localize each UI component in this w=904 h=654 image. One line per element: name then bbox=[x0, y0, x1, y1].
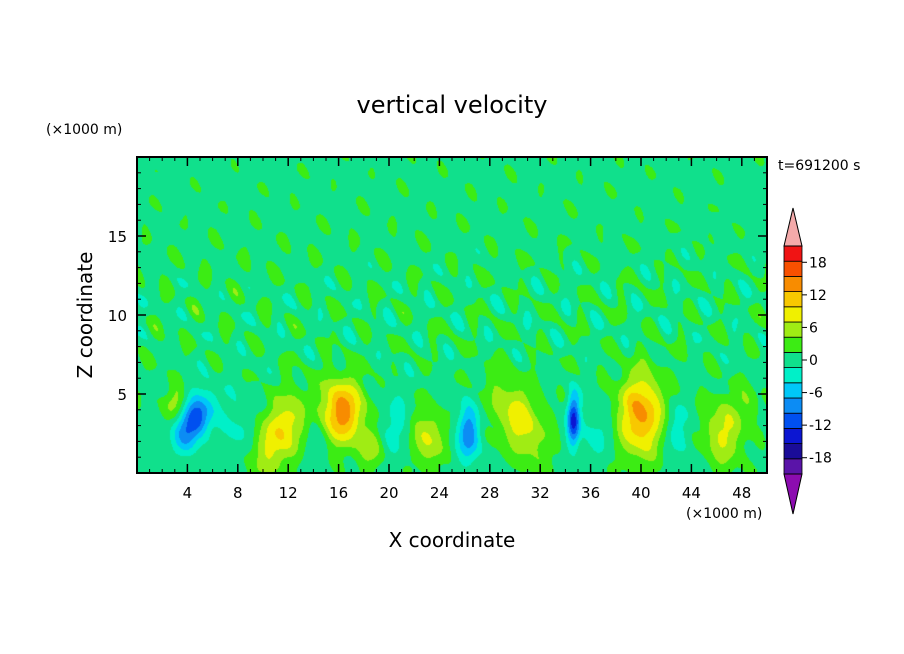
y-axis-label: Z coordinate bbox=[73, 252, 97, 379]
colorbar-segment bbox=[783, 260, 803, 277]
y-axis-ticks: 5 10 15 bbox=[108, 172, 767, 458]
colorbar-segment bbox=[783, 443, 803, 460]
colorbar-segment bbox=[783, 367, 803, 384]
colorbar-segment bbox=[783, 336, 803, 353]
y-tick-label: 10 bbox=[108, 307, 127, 325]
colorbar-segment bbox=[783, 245, 803, 262]
colorbar-segment bbox=[783, 321, 803, 338]
colorbar-segment bbox=[783, 458, 803, 475]
colorbar-segment bbox=[783, 275, 803, 292]
x-tick-label: 44 bbox=[682, 484, 701, 502]
colorbar-tick-label: -12 bbox=[809, 418, 832, 434]
colorbar-tick-label: 12 bbox=[809, 288, 827, 304]
colorbar-tick-label: 6 bbox=[809, 320, 818, 336]
colorbar-tick-label: 18 bbox=[809, 255, 827, 271]
colorbar-under-triangle bbox=[783, 473, 803, 515]
colorbar-segment bbox=[783, 382, 803, 399]
x-tick-label: 24 bbox=[430, 484, 449, 502]
x-axis-label: X coordinate bbox=[389, 528, 516, 552]
colorbar-over-triangle bbox=[783, 207, 803, 247]
time-label: t=691200 s bbox=[778, 158, 860, 174]
y-tick-label: 15 bbox=[108, 228, 127, 246]
x-tick-label: 40 bbox=[631, 484, 650, 502]
x-axis-ticks: 4 8 12 16 20 24 28 32 36 40 44 48 bbox=[149, 157, 755, 502]
colorbar-segment bbox=[783, 291, 803, 308]
x-tick-label: 16 bbox=[329, 484, 348, 502]
colorbar-segment bbox=[783, 427, 803, 444]
y-unit-label: (×1000 m) bbox=[46, 122, 122, 138]
x-tick-label: 8 bbox=[233, 484, 243, 502]
colorbar-segment bbox=[783, 397, 803, 414]
x-tick-label: 32 bbox=[531, 484, 550, 502]
chart-title: vertical velocity bbox=[357, 91, 548, 119]
colorbar: -18 -12 -6 0 6 12 18 bbox=[783, 207, 832, 515]
velocity-field bbox=[137, 157, 767, 473]
colorbar-tick-label: 0 bbox=[809, 353, 818, 369]
x-tick-label: 36 bbox=[581, 484, 600, 502]
x-tick-label: 4 bbox=[183, 484, 193, 502]
x-unit-label: (×1000 m) bbox=[686, 506, 762, 522]
x-tick-label: 20 bbox=[379, 484, 398, 502]
colorbar-segment bbox=[783, 351, 803, 368]
x-tick-label: 48 bbox=[732, 484, 751, 502]
x-tick-label: 12 bbox=[279, 484, 298, 502]
colorbar-tick-label: -6 bbox=[809, 386, 823, 402]
colorbar-tick-label: -18 bbox=[809, 451, 832, 467]
x-tick-label: 28 bbox=[480, 484, 499, 502]
y-tick-label: 5 bbox=[117, 386, 127, 404]
colorbar-segment bbox=[783, 412, 803, 429]
colorbar-segment bbox=[783, 306, 803, 323]
